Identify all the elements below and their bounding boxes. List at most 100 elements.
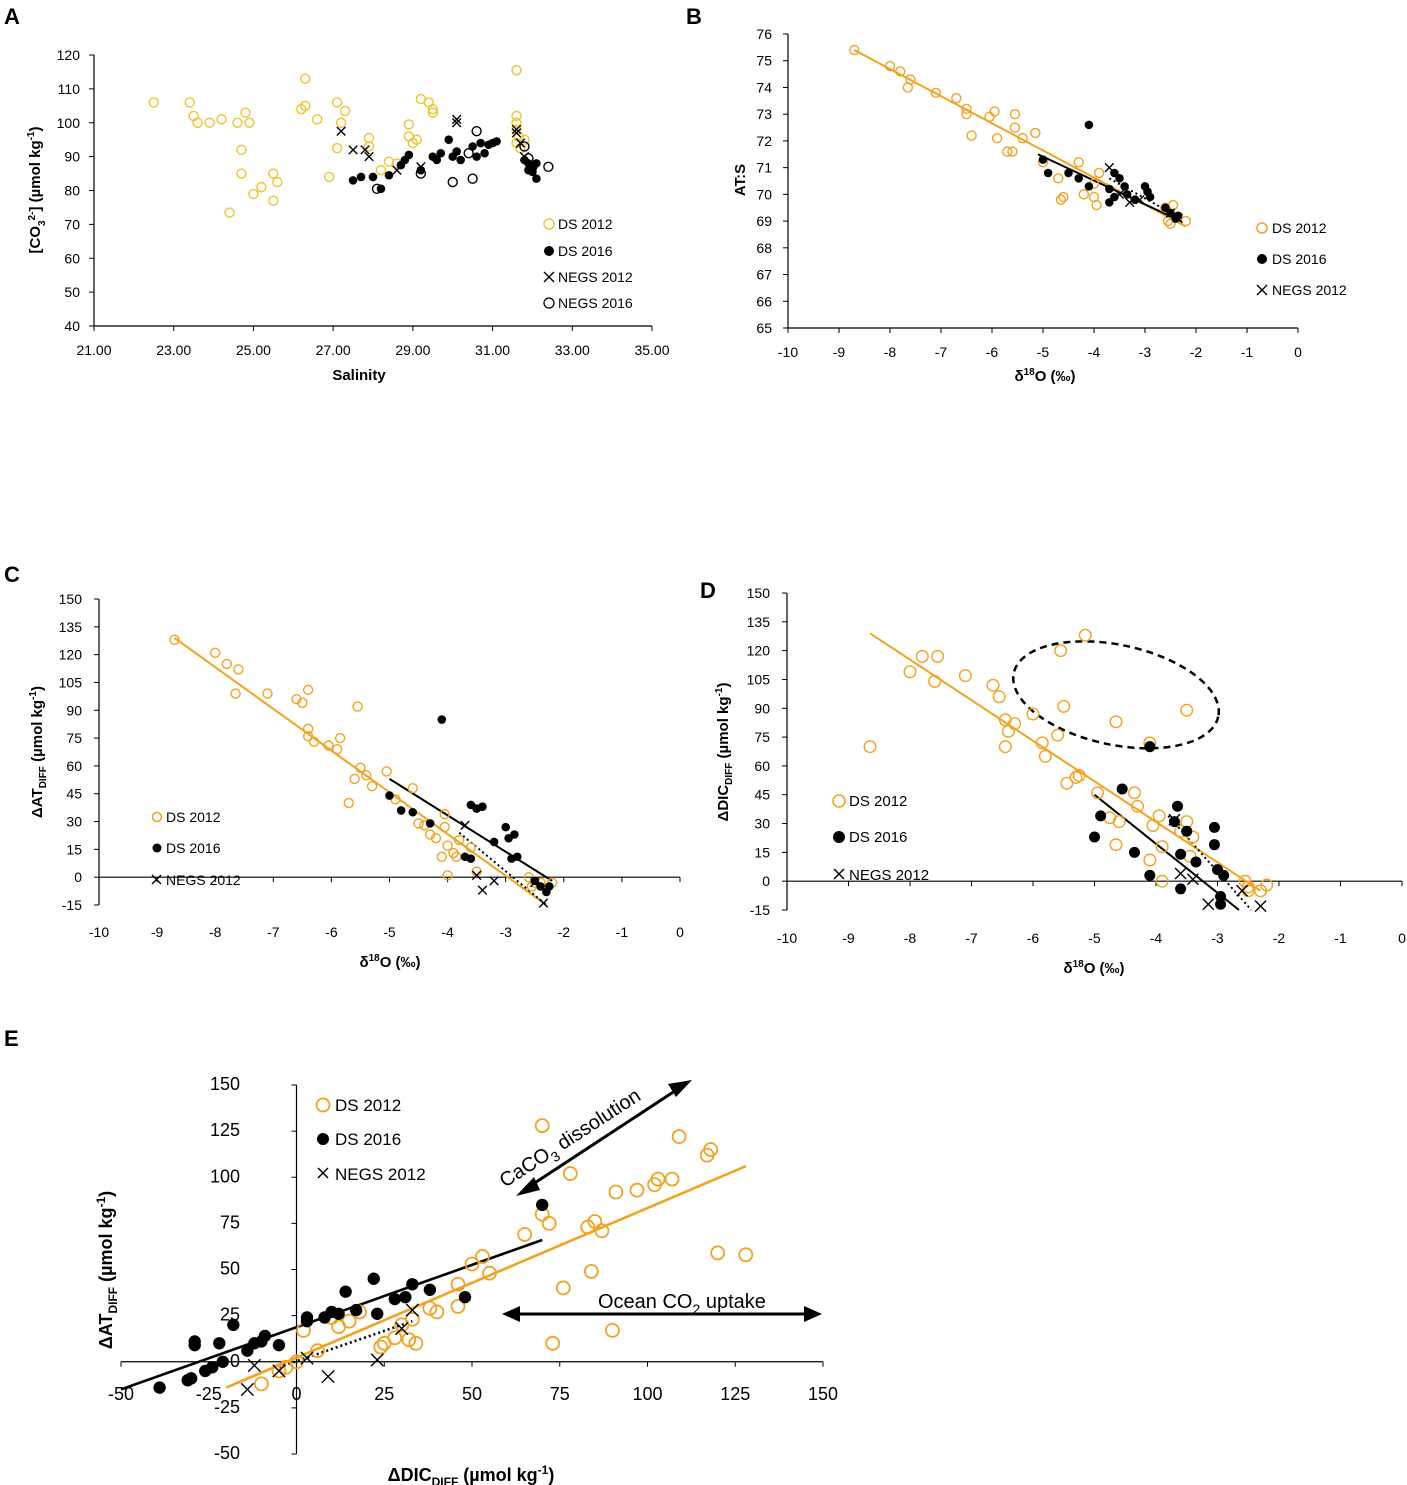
point-ds-2012	[297, 697, 308, 709]
x-tick-label: -9	[833, 344, 846, 360]
x-tick-label: -1	[1334, 930, 1347, 946]
point-ds-2012	[991, 133, 1003, 144]
point-ds-2012	[335, 117, 347, 128]
x-tick-label: -10	[777, 930, 797, 946]
x-tick-label: -4	[441, 924, 454, 940]
point-ds-2012	[302, 684, 314, 696]
point-ds-2016	[1105, 198, 1114, 207]
point-ds-2012	[1035, 736, 1049, 750]
panel-c-y-title: ΔATDIFF (µmol kg-1)	[28, 686, 49, 818]
point-ds-2012	[439, 808, 450, 820]
x-tick-label: 0	[1398, 930, 1406, 946]
x-tick-label: -6	[986, 344, 999, 360]
point-ds-2016	[339, 1285, 352, 1298]
x-tick-label: -2	[558, 924, 571, 940]
x-tick-label: 33.00	[555, 342, 590, 358]
point-ds-2012	[545, 1335, 561, 1351]
point-ds-2012	[951, 92, 962, 104]
x-tick-label: -4	[1150, 930, 1163, 946]
y-tick-label: 15	[754, 844, 770, 860]
point-ds-2012	[188, 110, 199, 122]
legend-negs2012: NEGS 2012	[166, 872, 241, 888]
x-tick-label: -5	[383, 924, 396, 940]
point-ds-2016	[1116, 783, 1128, 795]
point-ds-2012	[650, 1171, 666, 1187]
legend-marker-ds2016	[1257, 254, 1267, 264]
fit-line-ds-2012	[173, 637, 547, 906]
caco3-dissolution-label: CaCO3 dissolution	[496, 1085, 647, 1196]
panel-d-label: D	[700, 578, 716, 603]
point-ds-2012	[475, 1249, 490, 1264]
legend-marker-ds2016	[317, 1133, 329, 1145]
point-ds-2016	[272, 1338, 286, 1352]
point-ds-2012	[511, 117, 522, 128]
point-ds-2012	[1072, 769, 1086, 783]
point-ds-2012	[1093, 167, 1105, 179]
point-ds-2016	[532, 159, 541, 168]
point-ds-2016	[536, 1198, 549, 1212]
panel-d-y-title: ΔDICDIFF (µmol kg-1)	[714, 683, 735, 822]
legend-ds2012: DS 2012	[558, 216, 613, 232]
point-ds-2012	[562, 1166, 578, 1181]
point-negs-2012	[392, 165, 402, 175]
point-ds-2012	[339, 105, 351, 117]
x-tick-label: 23.00	[156, 342, 191, 358]
point-ds-2012	[671, 1129, 687, 1145]
y-tick-label: 69	[756, 213, 772, 229]
point-ds-2012	[331, 142, 343, 154]
panel-a-y-title: [CO32-] (µmol kg-1)	[26, 126, 48, 253]
point-ds-2016	[1105, 184, 1114, 194]
x-tick-label: 0	[676, 924, 684, 940]
panel-c-x-ticks: -10 -9 -8 -7 -6 -5 -4 -3 -2 -1 0	[89, 877, 684, 940]
panel-c-plot	[98, 599, 680, 908]
point-ds-2016	[385, 791, 394, 800]
fit-line-ds-2012	[225, 1164, 747, 1389]
y-tick-label: 150	[747, 585, 771, 601]
point-ds-2012	[931, 649, 945, 663]
panel-a-x-ticks: 21.00 23.00 25.00 27.00 29.00 31.00 33.00 35.00	[76, 326, 670, 358]
point-ds-2012	[1109, 715, 1123, 729]
x-tick-label: -3	[1139, 344, 1152, 360]
y-tick-label: 0	[230, 1351, 240, 1371]
x-tick-label: -50	[108, 1384, 134, 1404]
point-ds-2012	[253, 1376, 269, 1392]
point-negs-2012	[336, 126, 346, 136]
y-tick-label: 70	[64, 216, 80, 232]
point-ds-2016	[399, 1291, 412, 1304]
point-ds-2012	[323, 740, 334, 751]
y-tick-label: 120	[747, 643, 771, 659]
legend-marker-ds2012	[315, 1097, 331, 1113]
legend-ds2016: DS 2016	[166, 840, 221, 856]
point-ds-2012	[230, 688, 241, 699]
legend-marker-negs2012	[317, 1167, 329, 1179]
legend-marker-negs2012	[1256, 284, 1268, 296]
y-tick-label: 90	[754, 700, 770, 716]
point-ds-2012	[1060, 776, 1074, 790]
point-negs-2012	[451, 114, 462, 125]
point-ds-2012	[1260, 878, 1274, 892]
point-ds-2016	[406, 1278, 419, 1291]
point-ds-2016	[458, 1291, 472, 1304]
panel-c-x-title: δ18O (‰)	[359, 953, 420, 971]
y-tick-label: 75	[754, 729, 770, 745]
y-tick-label: 150	[59, 591, 83, 607]
legend-marker-negs2012	[543, 271, 555, 283]
point-ds-2012	[1155, 874, 1169, 888]
legend-ds2012: DS 2012	[166, 809, 221, 825]
point-negs-2016	[463, 148, 474, 159]
point-ds-2012	[1155, 840, 1169, 854]
x-tick-label: 29.00	[395, 342, 430, 358]
point-ds-2016	[1128, 846, 1140, 858]
point-ds-2012	[517, 1227, 533, 1242]
y-tick-label: -50	[214, 1443, 240, 1463]
point-ds-2012	[271, 1363, 287, 1379]
point-ds-2012	[221, 658, 233, 670]
point-ds-2016	[536, 882, 545, 891]
y-tick-label: 70	[756, 186, 772, 202]
legend-ds2016: DS 2016	[1272, 251, 1327, 267]
point-ds-2016	[437, 715, 447, 724]
point-ds-2016	[1218, 869, 1230, 881]
point-ds-2012	[373, 1339, 389, 1355]
point-ds-2012	[381, 766, 392, 777]
panel-d-y-ticks: -15 0 15 30 45 60 75 90 105 120 135 150	[747, 585, 787, 918]
